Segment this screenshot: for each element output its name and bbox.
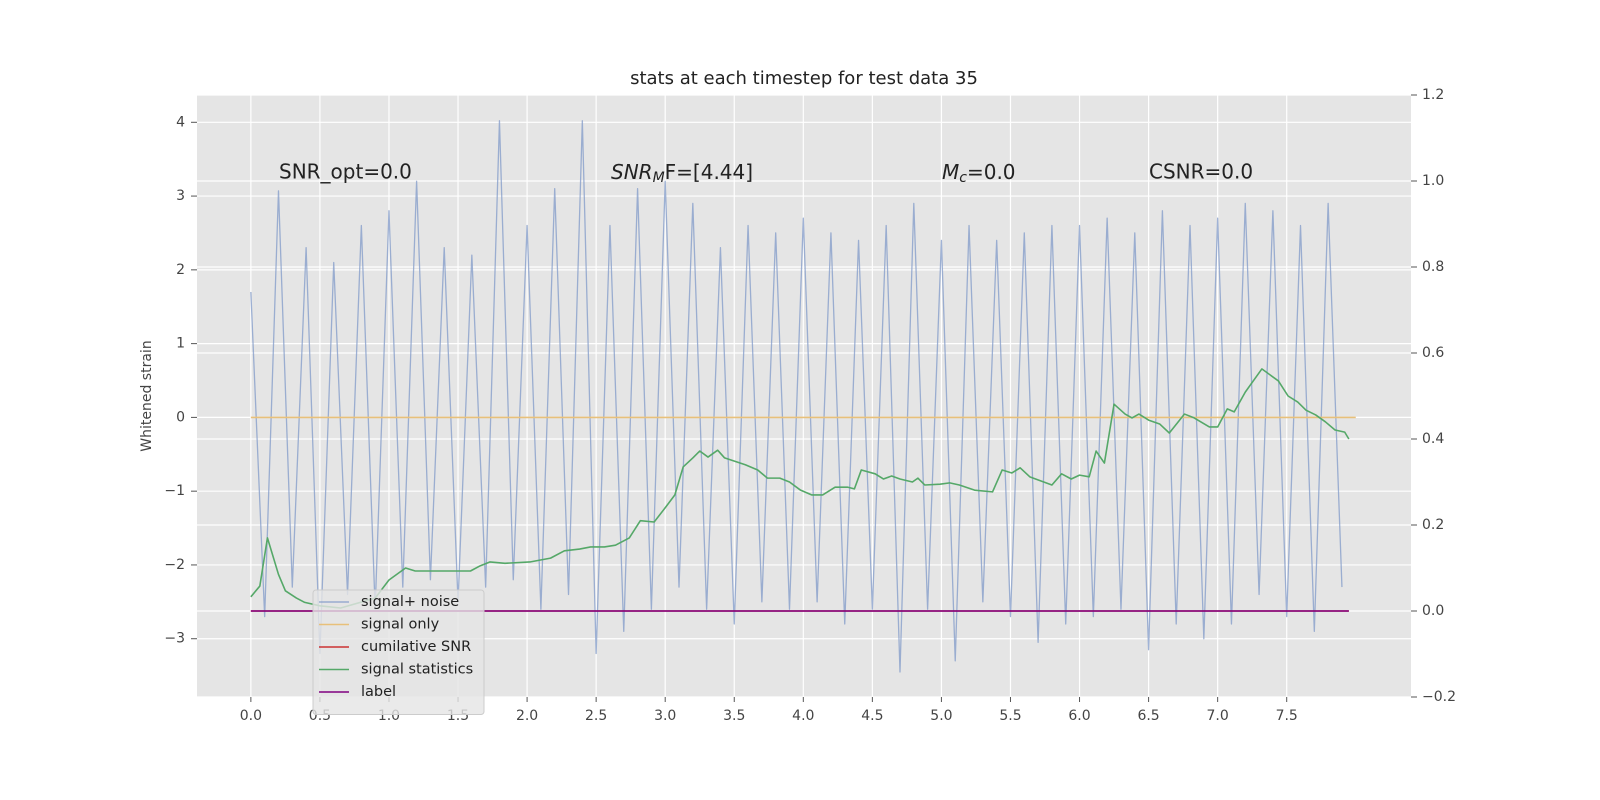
annotation-rest: =0.0 [967, 160, 1016, 184]
x-tick-label: 3.0 [654, 708, 676, 724]
annotation-sub: M [653, 170, 665, 186]
y2-tick-label: 0.2 [1422, 517, 1444, 533]
legend-label: signal+ noise [361, 594, 459, 610]
x-tick-label: 6.5 [1137, 708, 1159, 724]
annotation: CSNR=0.0 [1149, 160, 1253, 184]
chart-title: stats at each timestep for test data 35 [630, 68, 978, 89]
y2-tick-label: 0.4 [1422, 431, 1444, 447]
annotation-sub: c [959, 170, 967, 186]
series-line [250, 368, 1350, 609]
series-line [250, 120, 1343, 673]
y-axis-label: Whitened strain [139, 340, 155, 451]
y-tick-label: 0 [176, 409, 185, 425]
annotation-base: M [942, 160, 959, 184]
y-tick-label: 1 [176, 336, 185, 352]
y2-tick-label: 1.2 [1422, 87, 1444, 103]
annotation: SNRMF=[4.44] [611, 160, 753, 187]
annotation: Mc=0.0 [942, 160, 1016, 187]
legend: signal+ noise signal only cumilative SNR si… [312, 589, 485, 715]
x-tick-label: 6.0 [1068, 708, 1090, 724]
y2-tick-label: 0.0 [1422, 603, 1444, 619]
x-tick-label: 3.5 [723, 708, 745, 724]
annotations: SNR_opt=0.0 SNRMF=[4.44] Mc=0.0 CSNR=0.0 [279, 160, 1253, 187]
x-tick-label: 5.5 [999, 708, 1021, 724]
x-tick-label: 4.0 [792, 708, 814, 724]
y2-tick-label: −0.2 [1422, 689, 1456, 705]
y-tick-label: 3 [176, 188, 185, 204]
y-tick-label: 4 [176, 114, 185, 130]
legend-label: label [361, 684, 396, 700]
y-tick-label: −2 [164, 557, 185, 573]
annotation-base: SNR [611, 160, 653, 184]
y2-tick-label: 0.8 [1422, 259, 1444, 275]
x-tick-label: 5.0 [930, 708, 952, 724]
y-tick-label: 2 [176, 262, 185, 278]
x-tick-label: 4.5 [861, 708, 883, 724]
x-tick-label: 2.0 [516, 708, 538, 724]
annotation-rest: F=[4.44] [665, 160, 753, 184]
y-tick-label: −3 [164, 631, 185, 647]
legend-label: signal only [361, 617, 440, 633]
y2-tick-label: 0.6 [1422, 345, 1444, 361]
x-tick-label: 7.5 [1276, 708, 1298, 724]
y2-tick-label: 1.0 [1422, 173, 1444, 189]
y-tick-label: −1 [164, 483, 185, 499]
legend-box [312, 589, 485, 715]
legend-label: signal statistics [361, 662, 473, 678]
x-tick-label: 0.0 [240, 708, 262, 724]
legend-label: cumilative SNR [361, 639, 471, 655]
annotation: SNR_opt=0.0 [279, 160, 412, 184]
x-tick-label: 7.0 [1207, 708, 1229, 724]
x-tick-label: 2.5 [585, 708, 607, 724]
